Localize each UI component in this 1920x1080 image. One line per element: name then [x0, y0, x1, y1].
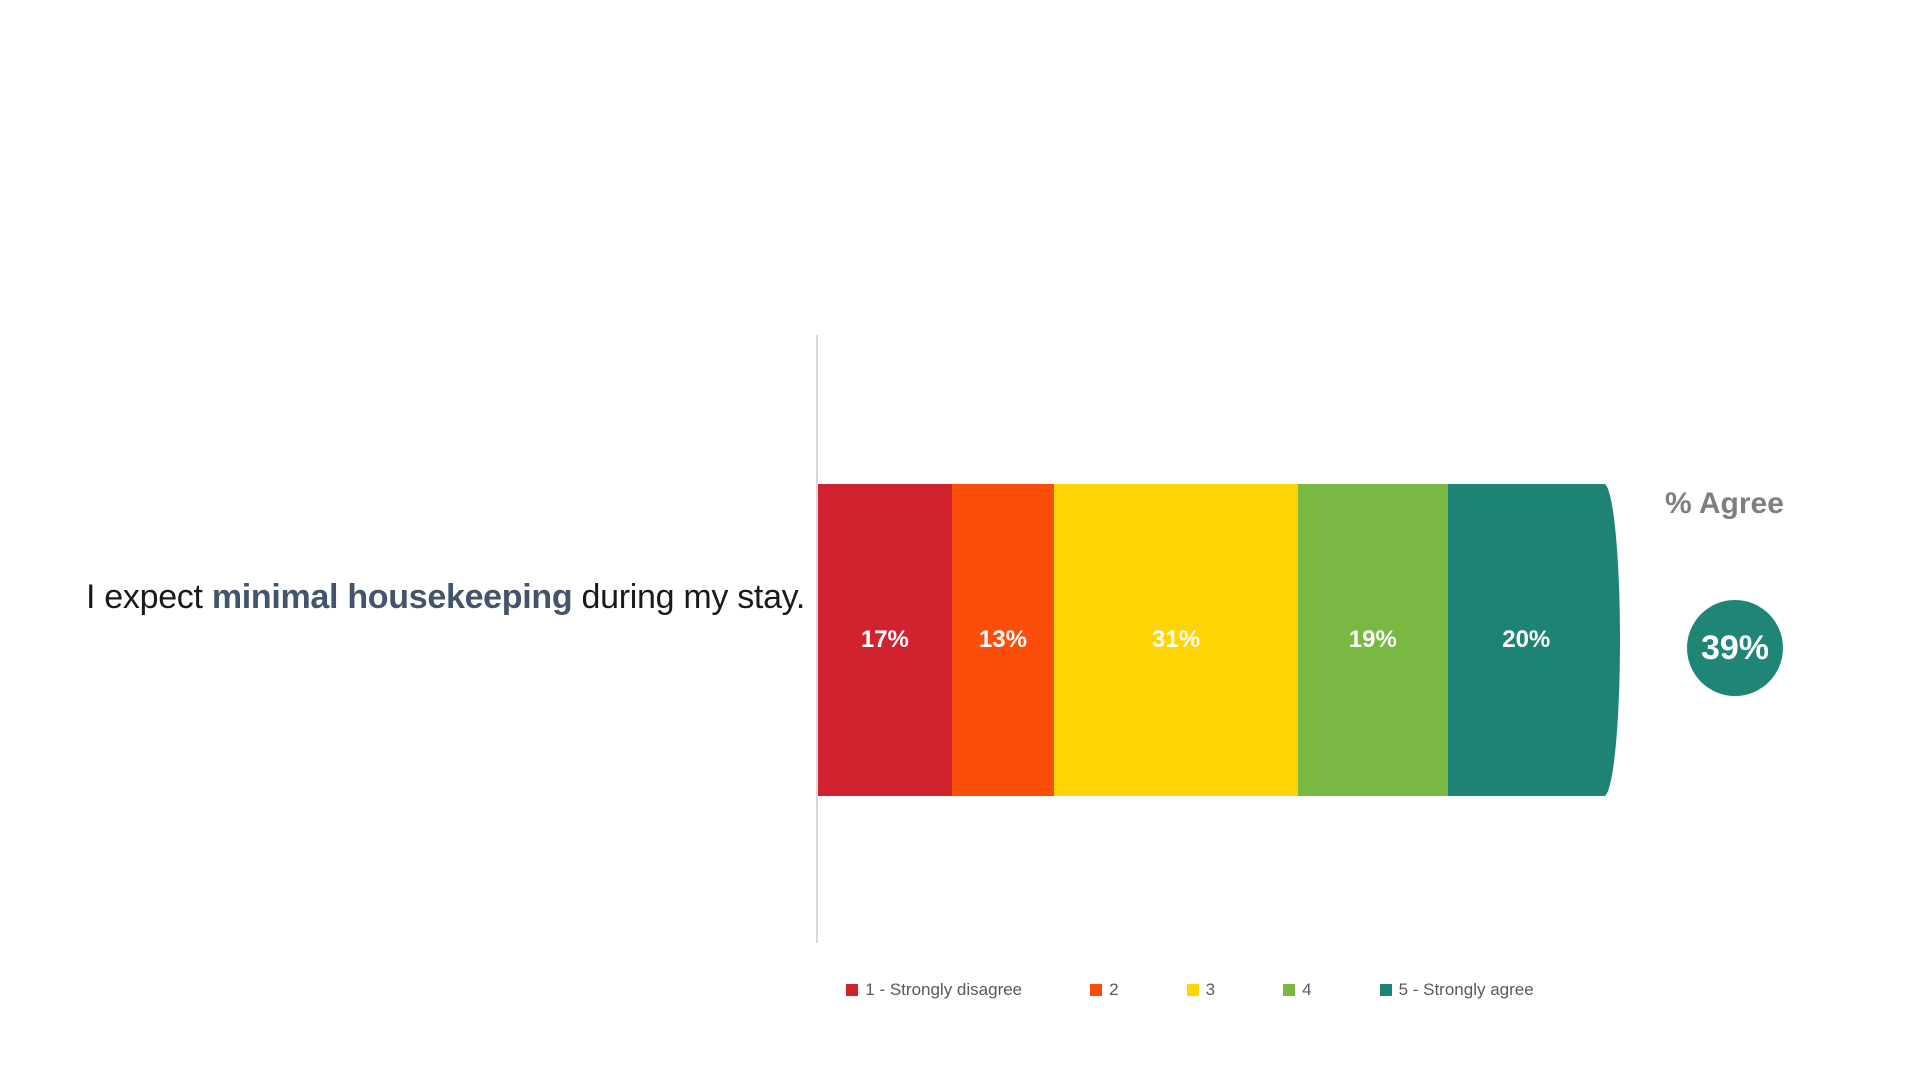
bar-segment-strongly-disagree: 17% — [818, 484, 952, 796]
stacked-bar: 17% 13% 31% 19% 20% — [818, 484, 1620, 796]
bar-segment-4: 19% — [1298, 484, 1448, 796]
statement-suffix: during my stay. — [572, 578, 805, 616]
statement-emphasis: minimal housekeeping — [211, 578, 573, 616]
segment-value-label: 13% — [978, 626, 1027, 653]
legend-swatch-icon — [1186, 984, 1199, 996]
bar-end-cap — [1604, 484, 1620, 796]
legend-swatch-icon — [846, 984, 859, 996]
segment-value-label: 19% — [1348, 626, 1397, 653]
bar-segment-3: 31% — [1054, 484, 1299, 796]
legend-swatch-icon — [1379, 984, 1392, 996]
statement-prefix: I expect — [85, 578, 212, 616]
agree-badge: 39% — [1687, 600, 1783, 696]
legend-swatch-icon — [1283, 984, 1296, 996]
legend-item-2: 2 — [1090, 980, 1119, 1000]
legend-item-3: 3 — [1186, 980, 1215, 1000]
legend-swatch-icon — [1090, 984, 1103, 996]
bar-segment-2: 13% — [951, 484, 1055, 796]
axis-line — [816, 335, 818, 943]
statement-text: I expect minimal housekeeping during my … — [86, 578, 805, 617]
legend-item-4: 4 — [1283, 980, 1312, 1000]
legend-item-strongly-disagree: 1 - Strongly disagree — [846, 980, 1022, 1000]
segment-value-label: 31% — [1152, 626, 1201, 653]
segment-value-label: 17% — [860, 626, 909, 653]
legend-item-strongly-agree: 5 - Strongly agree — [1379, 980, 1534, 1000]
legend: 1 - Strongly disagree 2 3 4 5 - Strongly… — [790, 980, 1590, 1000]
agree-value: 39% — [1700, 628, 1770, 667]
bar-segment-strongly-agree: 20% — [1447, 484, 1605, 796]
segment-value-label: 20% — [1502, 626, 1551, 653]
agree-column-header: % Agree — [1665, 487, 1784, 520]
